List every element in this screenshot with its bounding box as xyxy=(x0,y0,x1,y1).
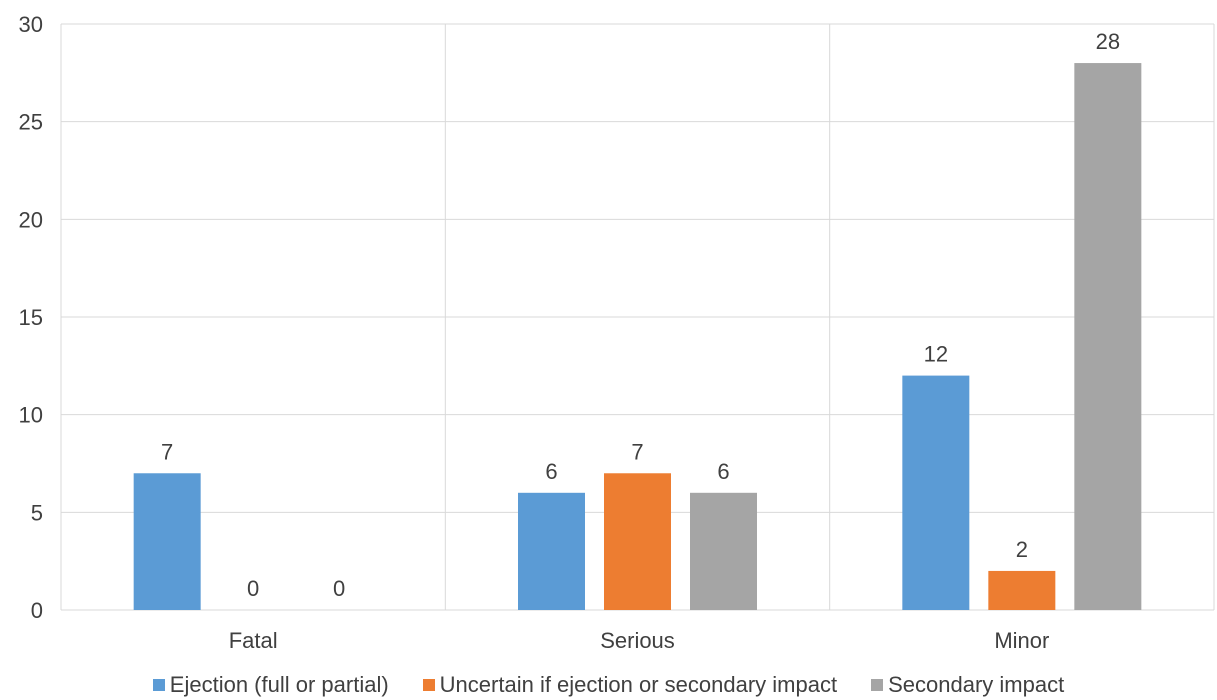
x-tick-label-fatal: Fatal xyxy=(229,628,278,653)
bar-minor-s2 xyxy=(1074,63,1142,611)
legend-label-ejection: Ejection (full or partial) xyxy=(169,672,389,697)
y-tick-label-5: 5 xyxy=(31,500,43,525)
data-label-minor-s1: 2 xyxy=(1016,537,1028,562)
data-label-minor-s0: 12 xyxy=(924,342,948,367)
x-tick-label-minor: Minor xyxy=(994,628,1049,653)
legend-item-secondary-impact: Secondary impact xyxy=(871,672,1064,698)
bar-minor-s1 xyxy=(988,570,1056,610)
y-tick-label-30: 30 xyxy=(19,12,43,37)
data-label-minor-s2: 28 xyxy=(1096,29,1120,54)
legend-item-ejection: Ejection (full or partial) xyxy=(152,672,389,698)
bar-minor-s0 xyxy=(902,375,970,610)
legend-label-secondary-impact: Secondary impact xyxy=(888,672,1065,697)
legend: Ejection (full or partial) Uncertain if … xyxy=(0,672,1217,698)
y-tick-label-10: 10 xyxy=(19,403,43,428)
data-label-serious-s2: 6 xyxy=(717,459,729,484)
legend-label-uncertain: Uncertain if ejection or secondary impac… xyxy=(439,672,838,697)
bar-serious-s2 xyxy=(690,492,757,610)
legend-swatch-ejection xyxy=(152,679,165,691)
data-label-serious-s0: 6 xyxy=(545,459,557,484)
legend-swatch-secondary-impact xyxy=(871,679,884,691)
bar-chart: 0 5 10 15 20 25 30 7 0 0 Fatal 6 7 6 Serious 12 2 28 Minor xyxy=(19,12,1215,653)
data-label-serious-s1: 7 xyxy=(631,439,643,464)
bar-fatal-s0 xyxy=(133,473,201,610)
y-tick-label-25: 25 xyxy=(19,110,43,135)
legend-swatch-uncertain xyxy=(422,679,435,691)
bar-serious-s0 xyxy=(518,492,585,610)
x-tick-label-serious: Serious xyxy=(600,628,675,653)
y-tick-label-0: 0 xyxy=(31,598,43,623)
data-label-fatal-s1: 0 xyxy=(247,576,259,601)
y-tick-label-20: 20 xyxy=(19,207,43,232)
y-tick-label-15: 15 xyxy=(19,305,43,330)
legend-item-uncertain: Uncertain if ejection or secondary impac… xyxy=(422,672,838,698)
bar-serious-s1 xyxy=(604,473,671,610)
data-label-fatal-s0: 7 xyxy=(161,439,173,464)
data-label-fatal-s2: 0 xyxy=(333,576,345,601)
